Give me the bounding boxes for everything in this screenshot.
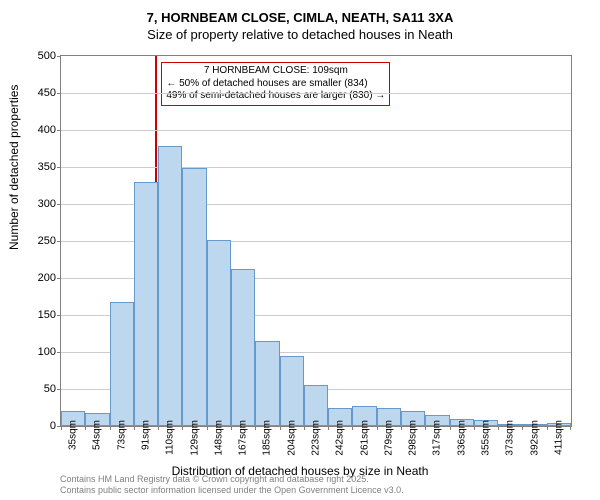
xtick-mark	[352, 426, 353, 430]
ytick-label: 50	[26, 383, 56, 395]
bar	[134, 182, 158, 426]
xtick-label: 355sqm	[481, 420, 492, 456]
gridline	[61, 167, 571, 168]
xtick-label: 261sqm	[359, 420, 370, 456]
xtick-label: 223sqm	[311, 420, 322, 456]
ytick-mark	[57, 56, 61, 57]
ytick-mark	[57, 130, 61, 131]
xtick-mark	[158, 426, 159, 430]
xtick-mark	[498, 426, 499, 430]
xtick-label: 373sqm	[505, 420, 516, 456]
xtick-label: 204sqm	[286, 420, 297, 456]
xtick-label: 411sqm	[553, 420, 564, 455]
ytick-mark	[57, 93, 61, 94]
ytick-mark	[57, 204, 61, 205]
xtick-label: 317sqm	[432, 420, 443, 456]
bar	[231, 269, 255, 426]
xtick-label: 91sqm	[141, 420, 152, 450]
xtick-mark	[255, 426, 256, 430]
xtick-label: 35sqm	[68, 420, 79, 450]
ytick-mark	[57, 241, 61, 242]
plot-region: 7 HORNBEAM CLOSE: 109sqm ← 50% of detach…	[60, 55, 572, 427]
ytick-mark	[57, 278, 61, 279]
ytick-label: 400	[26, 124, 56, 136]
ytick-label: 300	[26, 198, 56, 210]
footer-line-2: Contains public sector information licen…	[60, 485, 404, 496]
xtick-label: 298sqm	[408, 420, 419, 456]
xtick-mark	[570, 426, 571, 430]
xtick-label: 110sqm	[165, 420, 176, 455]
ytick-label: 150	[26, 309, 56, 321]
bar	[280, 356, 304, 426]
bar	[158, 146, 182, 426]
chart-title: 7, HORNBEAM CLOSE, CIMLA, NEATH, SA11 3X…	[0, 0, 600, 27]
xtick-mark	[328, 426, 329, 430]
xtick-label: 185sqm	[262, 420, 273, 456]
bar	[207, 240, 231, 426]
chart-container: 7, HORNBEAM CLOSE, CIMLA, NEATH, SA11 3X…	[0, 0, 600, 500]
xtick-label: 54sqm	[92, 420, 103, 450]
xtick-mark	[401, 426, 402, 430]
ytick-label: 200	[26, 272, 56, 284]
xtick-mark	[377, 426, 378, 430]
ytick-label: 100	[26, 346, 56, 358]
ytick-label: 500	[26, 50, 56, 62]
xtick-mark	[304, 426, 305, 430]
xtick-mark	[110, 426, 111, 430]
gridline	[61, 130, 571, 131]
xtick-mark	[207, 426, 208, 430]
bar	[110, 302, 134, 426]
bar	[255, 341, 279, 426]
xtick-label: 392sqm	[529, 420, 540, 456]
xtick-mark	[182, 426, 183, 430]
annotation-line-3: 49% of semi-detached houses are larger (…	[166, 90, 385, 103]
xtick-mark	[280, 426, 281, 430]
xtick-mark	[61, 426, 62, 430]
xtick-mark	[522, 426, 523, 430]
xtick-mark	[134, 426, 135, 430]
chart-subtitle: Size of property relative to detached ho…	[0, 27, 600, 44]
xtick-label: 73sqm	[116, 420, 127, 450]
annotation-box: 7 HORNBEAM CLOSE: 109sqm ← 50% of detach…	[161, 62, 390, 106]
xtick-label: 167sqm	[238, 420, 249, 456]
y-axis-label: Number of detached properties	[7, 85, 21, 250]
ytick-mark	[57, 315, 61, 316]
xtick-mark	[547, 426, 548, 430]
ytick-label: 250	[26, 235, 56, 247]
ytick-mark	[57, 167, 61, 168]
xtick-label: 336sqm	[456, 420, 467, 456]
annotation-line-1: 7 HORNBEAM CLOSE: 109sqm	[166, 65, 385, 78]
xtick-label: 242sqm	[335, 420, 346, 456]
footer-text: Contains HM Land Registry data © Crown c…	[60, 474, 404, 496]
xtick-mark	[85, 426, 86, 430]
bar	[182, 168, 206, 426]
ytick-mark	[57, 389, 61, 390]
xtick-mark	[474, 426, 475, 430]
xtick-label: 148sqm	[213, 420, 224, 456]
footer-line-1: Contains HM Land Registry data © Crown c…	[60, 474, 404, 485]
xtick-label: 129sqm	[189, 420, 200, 456]
xtick-mark	[425, 426, 426, 430]
ytick-label: 350	[26, 161, 56, 173]
gridline	[61, 93, 571, 94]
ytick-label: 0	[26, 420, 56, 432]
xtick-label: 279sqm	[383, 420, 394, 456]
chart-area: 7 HORNBEAM CLOSE: 109sqm ← 50% of detach…	[60, 55, 570, 425]
xtick-mark	[450, 426, 451, 430]
annotation-line-2: ← 50% of detached houses are smaller (83…	[166, 78, 385, 91]
xtick-mark	[231, 426, 232, 430]
ytick-mark	[57, 352, 61, 353]
ytick-label: 450	[26, 87, 56, 99]
